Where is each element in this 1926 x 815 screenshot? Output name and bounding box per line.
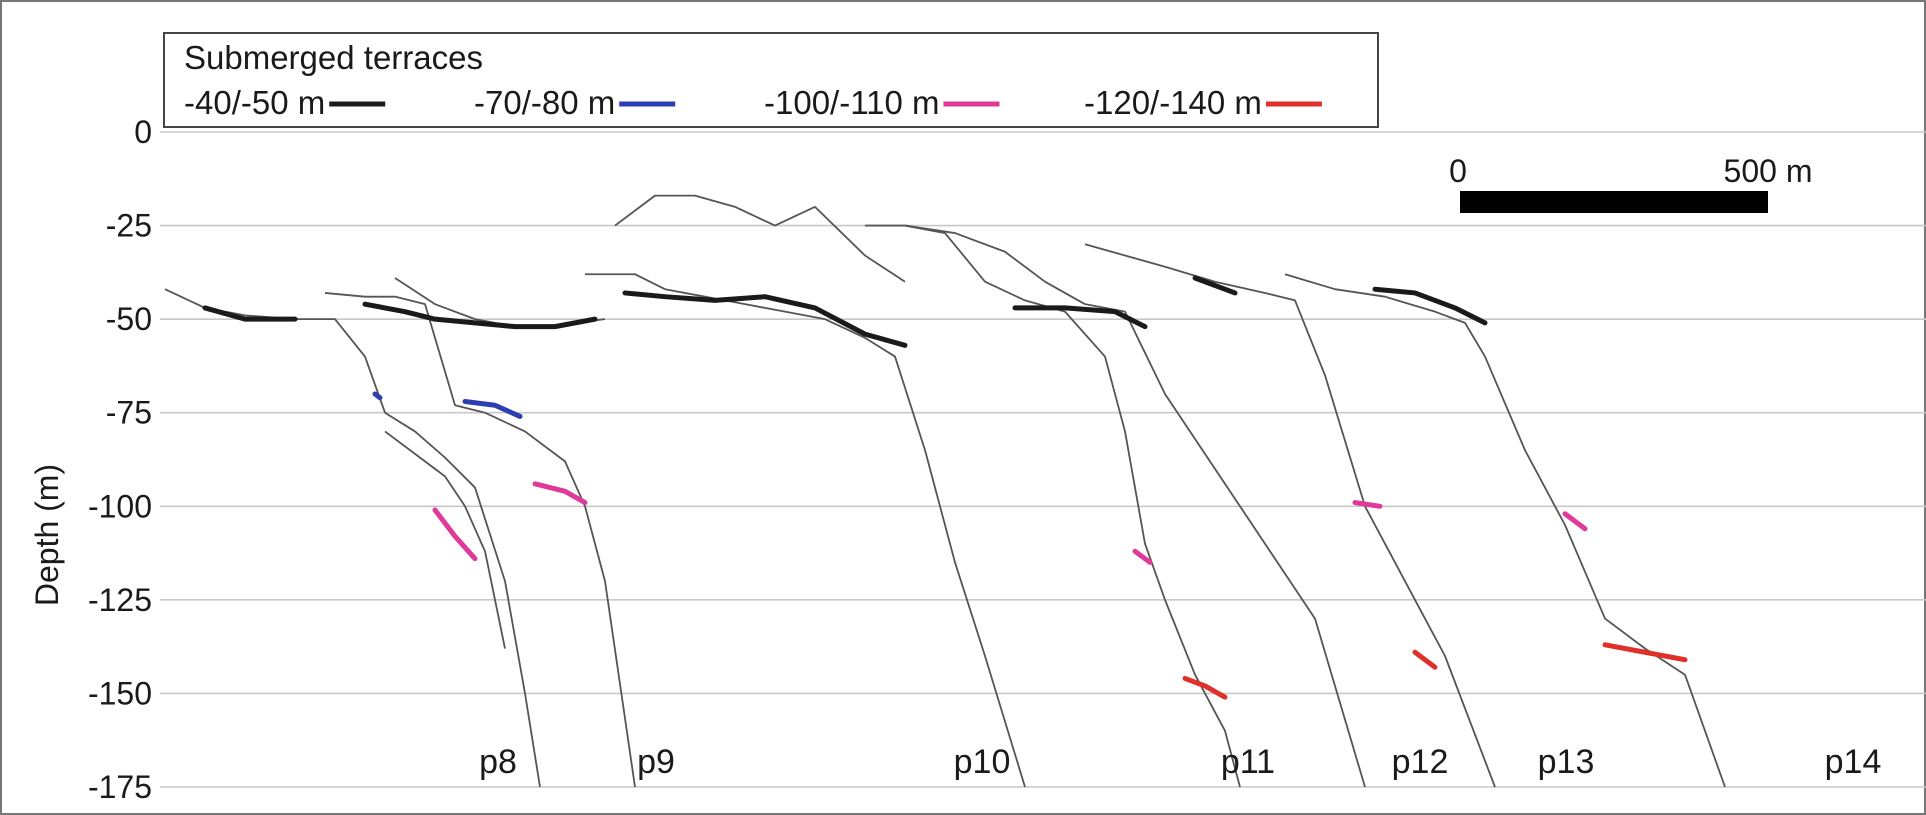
legend-entry-label: -40/-50 m	[184, 84, 325, 121]
terrace-segment	[1182, 675, 1228, 700]
legend-entry-label: -70/-80 m	[474, 84, 615, 121]
profile-label-p9: p9	[637, 743, 675, 781]
profile-line-p11	[865, 224, 1241, 788]
terrace-segment	[1012, 305, 1148, 330]
terrace-segment	[532, 481, 588, 506]
terrace-segment	[462, 398, 523, 419]
profile-line-p9	[324, 292, 636, 788]
terrace-segment	[1352, 500, 1383, 509]
profile-label-p14: p14	[1825, 743, 1882, 781]
terrace-segment	[1412, 649, 1438, 670]
profile-label-p12: p12	[1392, 743, 1449, 781]
legend-entry-label: -120/-140 m	[1084, 84, 1262, 121]
profile-labels: p8 p9 p10 p11 p12 p13 p14	[479, 743, 1881, 781]
y-tick-label: -75	[106, 395, 152, 431]
scale-bar-end-label: 500 m	[1724, 153, 1813, 189]
y-tick-label: -150	[88, 675, 152, 711]
profile-label-p8: p8	[479, 743, 517, 781]
terrace-segment	[1192, 275, 1238, 296]
legend-title: Submerged terraces	[184, 39, 483, 76]
y-tick-label: -175	[88, 769, 152, 805]
terrace-segment	[362, 301, 598, 330]
profile-label-p11: p11	[1221, 743, 1275, 781]
y-axis-title: Depth (m)	[29, 464, 65, 606]
profile-label-p10: p10	[954, 743, 1011, 781]
terrace-segment	[372, 391, 383, 401]
scale-bar-rect	[1460, 191, 1768, 213]
terrace-segment	[1562, 511, 1588, 532]
scale-bar-start-label: 0	[1449, 153, 1467, 189]
y-tick-labels: 0 -25 -50 -75 -100 -125 -150 -175	[88, 114, 152, 805]
profile-line-p10b	[614, 194, 906, 283]
profile-line-p12	[904, 224, 1366, 788]
profile-line-p13	[1084, 243, 1496, 788]
terrace-segment	[1602, 642, 1688, 663]
terrace-segment	[432, 507, 478, 562]
legend-entries: -40/-50 m -70/-80 m -100/-110 m -120/-140 m	[184, 84, 1322, 121]
terrace-segments	[202, 275, 1688, 700]
terrace-segment	[1372, 286, 1488, 326]
scale-bar: 0 500 m	[1449, 153, 1812, 213]
legend-box	[163, 32, 1379, 128]
y-tick-label: -125	[88, 582, 152, 618]
terrace-segment	[1132, 548, 1153, 565]
y-tick-label: 0	[134, 114, 152, 150]
gridlines	[160, 131, 1926, 788]
profile-line-p8	[164, 288, 541, 788]
y-tick-label: -25	[106, 208, 152, 244]
profile-line-p8b	[384, 430, 506, 649]
legend: Submerged terraces -40/-50 m -70/-80 m -10…	[163, 32, 1379, 128]
legend-entry-label: -100/-110 m	[764, 84, 939, 121]
y-tick-label: -50	[106, 301, 152, 337]
y-tick-label: -100	[88, 488, 152, 524]
terrace-segment	[622, 290, 908, 348]
profile-label-p13: p13	[1538, 743, 1595, 781]
terrace-segment	[202, 305, 298, 322]
profile-line-p10	[585, 273, 1026, 788]
